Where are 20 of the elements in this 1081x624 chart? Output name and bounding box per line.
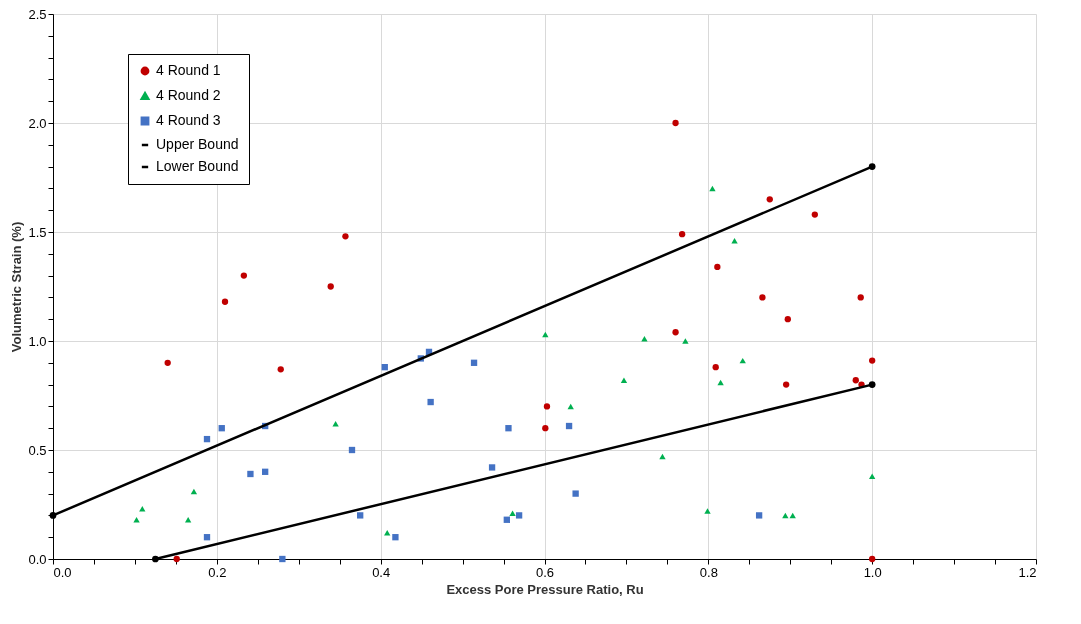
x-axis-title: Excess Pore Pressure Ratio, Ru	[446, 581, 644, 597]
legend-label: Lower Bound	[156, 158, 239, 174]
x-tick-label: 1.0	[863, 564, 882, 580]
y-tick-label: 0.0	[28, 551, 47, 567]
y-tick-label: 1.0	[28, 333, 47, 349]
y-tick-label: 0.5	[28, 442, 47, 458]
x-tick-label: 0.2	[208, 564, 227, 580]
legend-label: 4 Round 1	[156, 62, 221, 78]
y-tick-label: 2.0	[28, 115, 47, 131]
legend-label: 4 Round 3	[156, 112, 221, 128]
x-tick-label: 0.6	[535, 564, 555, 580]
x-tick-label: 0.0	[53, 564, 72, 580]
x-tick-label: 0.8	[699, 564, 718, 580]
x-tick-label: 1.2	[1018, 564, 1037, 580]
y-tick-label: 1.5	[28, 224, 47, 240]
legend-label: Upper Bound	[156, 136, 239, 152]
x-tick-label: 0.4	[372, 564, 391, 580]
legend-label: 4 Round 2	[156, 87, 221, 103]
y-axis-title: Volumetric Strain (%)	[9, 221, 25, 353]
y-tick-label: 2.5	[28, 6, 47, 22]
